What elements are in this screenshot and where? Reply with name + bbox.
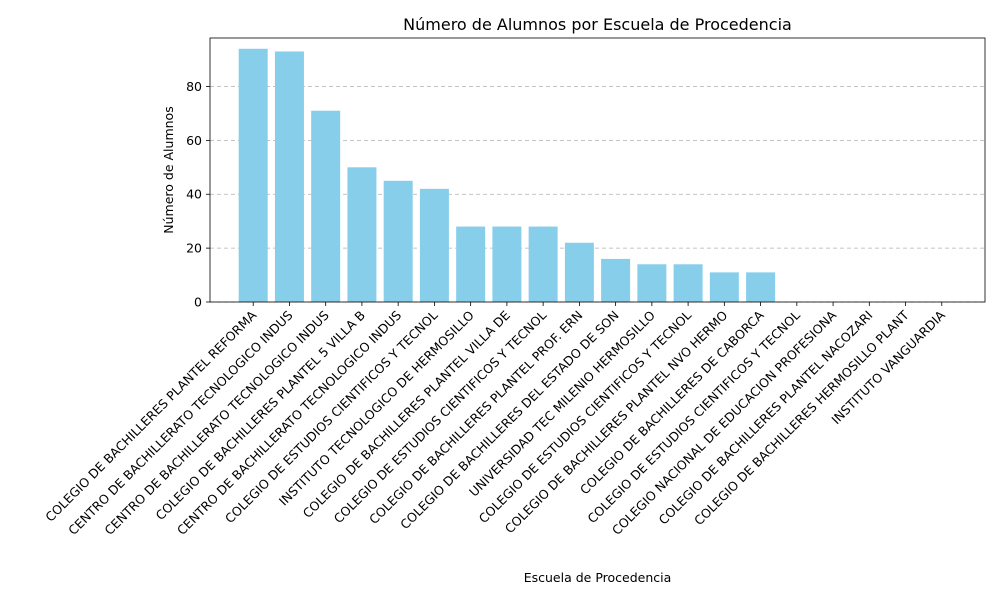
- bar: [274, 51, 304, 302]
- x-axis: COLEGIO DE BACHILLERES PLANTEL REFORMACE…: [42, 302, 948, 538]
- chart-title: Número de Alumnos por Escuela de Procede…: [403, 15, 792, 34]
- y-tick-label: 60: [186, 133, 202, 148]
- bar: [347, 167, 377, 302]
- y-tick-label: 20: [186, 241, 202, 256]
- bar: [564, 242, 594, 302]
- y-axis-label: Número de Alumnos: [161, 106, 176, 233]
- bar: [311, 110, 341, 302]
- y-tick-label: 80: [186, 79, 202, 94]
- y-tick-label: 0: [194, 295, 202, 310]
- bar: [238, 48, 268, 302]
- bar: [419, 188, 449, 302]
- bar: [673, 264, 703, 302]
- x-axis-label: Escuela de Procedencia: [524, 570, 672, 585]
- y-tick-label: 40: [186, 187, 202, 202]
- bar: [456, 226, 486, 302]
- bar: [746, 272, 776, 302]
- bars-layer: [238, 48, 776, 302]
- bar: [492, 226, 522, 302]
- bar: [601, 258, 631, 302]
- bar: [637, 264, 667, 302]
- bar: [383, 180, 413, 302]
- plot-frame: [209, 37, 986, 303]
- bar: [528, 226, 558, 302]
- bar: [709, 272, 739, 302]
- y-axis: 0 20 40 60 80: [186, 79, 210, 310]
